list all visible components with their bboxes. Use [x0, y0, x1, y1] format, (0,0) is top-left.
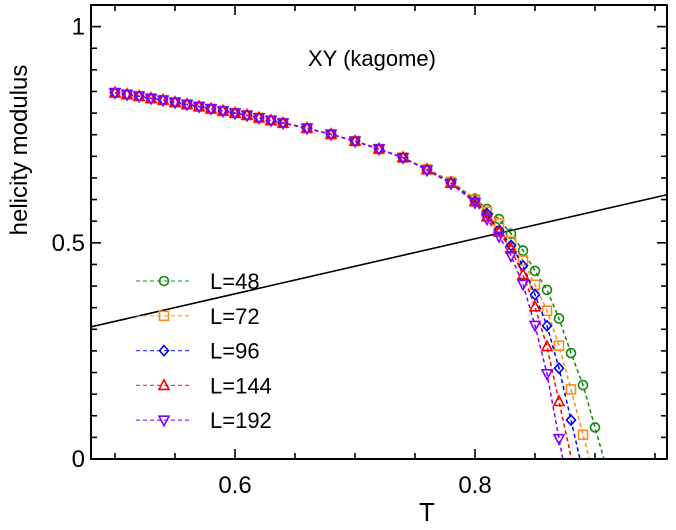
data-point-diamond [553, 362, 565, 375]
x-tick-label: 0.6 [218, 472, 251, 499]
data-point-circle [505, 228, 517, 240]
data-point-triangle-down [180, 99, 194, 112]
series-line [114, 92, 564, 459]
data-point-triangle-down [468, 197, 482, 210]
data-point-triangle-down [204, 103, 218, 116]
data-point-triangle-down [552, 433, 566, 446]
legend-label: L=72 [210, 304, 260, 329]
data-point-triangle-up [157, 378, 171, 391]
data-point-circle [158, 275, 170, 287]
legend-item: L=144 [136, 373, 272, 398]
data-point-triangle-down [420, 165, 434, 178]
plot-frame [90, 4, 668, 460]
reference-line [91, 193, 667, 328]
legend-item: L=192 [136, 408, 272, 433]
data-point-circle [529, 265, 541, 277]
series-layer [91, 85, 667, 459]
data-point-square [565, 384, 577, 395]
data-point-triangle-up [552, 394, 566, 407]
data-point-triangle-up [528, 299, 542, 312]
legend-label: L=96 [210, 339, 260, 364]
data-point-diamond [158, 344, 170, 357]
data-point-triangle-down [540, 369, 554, 382]
data-point-circle [517, 245, 529, 256]
data-point-triangle-down [516, 279, 530, 292]
data-point-triangle-down [372, 144, 386, 157]
data-point-triangle-down [168, 97, 182, 110]
data-point-square [553, 340, 565, 352]
data-point-triangle-down [228, 108, 242, 121]
y-tick-label: 0.5 [52, 230, 85, 257]
y-axis-label: helicity modulus [6, 65, 33, 236]
data-point-triangle-down [348, 136, 362, 149]
data-point-triangle-down [157, 415, 171, 428]
series-l-96 [109, 86, 581, 459]
data-point-triangle-down [300, 123, 314, 136]
series-line [114, 92, 605, 459]
data-point-square [158, 310, 170, 322]
x-axis-label: T [419, 497, 435, 527]
data-point-triangle-down [264, 115, 278, 128]
data-point-triangle-down [192, 101, 206, 114]
data-point-circle [577, 379, 589, 391]
axes: 0.6 0.8 0 0.5 1 [52, 4, 668, 499]
data-point-triangle-down [528, 320, 542, 333]
data-point-triangle-down [132, 91, 146, 104]
y-tick-label: 1 [72, 14, 85, 41]
data-point-triangle-down [276, 118, 290, 131]
data-point-diamond [565, 413, 577, 427]
data-point-triangle-down [108, 87, 122, 100]
legend-label: L=144 [210, 373, 272, 398]
data-point-triangle-down [252, 113, 266, 126]
data-point-triangle-up [480, 209, 494, 222]
data-point-circle [589, 422, 601, 433]
series-line [114, 92, 573, 459]
legend-item: L=72 [136, 304, 260, 329]
data-point-triangle-down [480, 214, 494, 227]
data-point-triangle-down [156, 95, 170, 108]
data-point-triangle-down [492, 231, 506, 244]
data-point-triangle-up [540, 339, 554, 352]
data-point-circle [541, 284, 553, 296]
legend: L=48 L=72 L=96 L=144 L=192 [136, 269, 272, 433]
data-point-triangle-down [144, 93, 158, 106]
data-point-triangle-down [120, 89, 134, 102]
data-point-triangle-down [324, 129, 338, 142]
data-point-square [577, 429, 589, 441]
data-point-triangle-up [420, 162, 434, 175]
data-point-square [517, 255, 529, 266]
data-point-triangle-up [504, 241, 518, 254]
legend-item: L=96 [136, 339, 260, 364]
data-point-triangle-down [396, 152, 410, 165]
legend-label: L=192 [210, 408, 272, 433]
data-point-square [541, 305, 553, 316]
data-point-circle [553, 313, 565, 324]
data-point-triangle-down [216, 106, 230, 119]
chart-title: XY (kagome) [308, 46, 436, 71]
x-tick-label: 0.8 [458, 472, 491, 499]
data-point-triangle-up [516, 267, 530, 280]
data-point-diamond [541, 319, 553, 333]
series-line [114, 92, 591, 459]
data-point-triangle-down [504, 250, 518, 263]
y-tick-label: 0 [72, 446, 85, 473]
legend-item: L=48 [136, 269, 260, 294]
data-point-triangle-up [444, 175, 458, 188]
data-point-circle [565, 347, 577, 359]
series-line [114, 92, 581, 459]
data-point-triangle-down [444, 178, 458, 191]
legend-label: L=48 [210, 269, 260, 294]
data-point-triangle-down [240, 110, 254, 123]
series-l-192 [108, 87, 566, 459]
series-l-144 [108, 85, 573, 459]
